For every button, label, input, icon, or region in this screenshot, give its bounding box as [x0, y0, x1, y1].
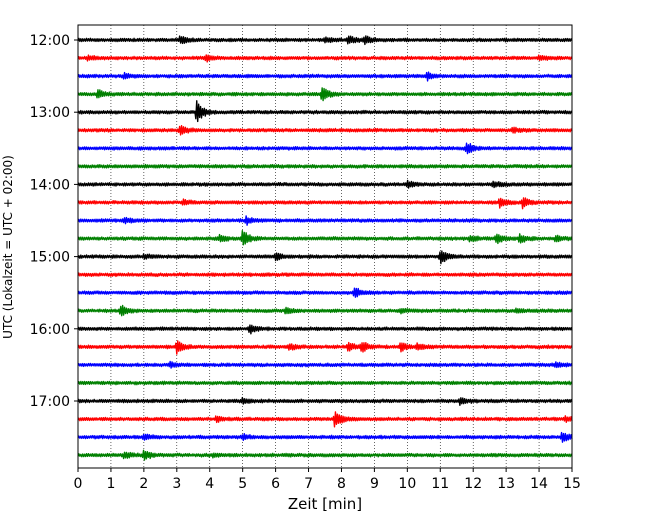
x-tick-label: 6	[271, 476, 280, 492]
trace-line	[77, 340, 573, 355]
trace-line	[77, 100, 573, 123]
x-tick-label: 8	[337, 476, 346, 492]
trace-line	[77, 360, 573, 369]
trace-line	[77, 431, 573, 443]
trace-line	[77, 449, 573, 461]
x-tick-label: 10	[398, 476, 416, 492]
y-tick-label: 13:00	[30, 105, 70, 121]
trace-line	[77, 324, 573, 335]
x-tick-label: 2	[139, 476, 148, 492]
y-tick-label: 12:00	[30, 33, 70, 49]
x-axis-label: Zeit [min]	[288, 495, 362, 513]
x-tick-label: 14	[530, 476, 548, 492]
trace-line	[77, 54, 573, 63]
trace-line	[77, 124, 573, 136]
y-tick-label: 17:00	[30, 394, 70, 410]
trace-line	[77, 163, 573, 169]
x-tick-label: 0	[74, 476, 83, 492]
x-tick-label: 1	[106, 476, 115, 492]
y-tick-label: 16:00	[30, 322, 70, 338]
x-tick-label: 5	[238, 476, 247, 492]
trace-line	[77, 411, 573, 428]
y-tick-label: 15:00	[30, 250, 70, 266]
trace-line	[77, 229, 573, 246]
trace-line	[77, 215, 573, 226]
trace-line	[77, 304, 573, 317]
x-tick-label: 13	[497, 476, 515, 492]
trace-line	[77, 35, 573, 46]
trace-line	[77, 250, 573, 265]
trace-line	[77, 396, 573, 406]
trace-line	[77, 87, 573, 102]
trace-line	[77, 142, 573, 155]
trace-line	[77, 272, 573, 278]
x-tick-label: 12	[464, 476, 482, 492]
trace-line	[77, 197, 573, 210]
x-tick-label: 3	[172, 476, 181, 492]
trace-line	[77, 380, 573, 386]
plot-frame	[77, 24, 573, 469]
grid-lines	[110, 25, 540, 468]
trace-line	[77, 179, 573, 189]
y-axis-label: UTC (Lokalzeit = UTC + 02:00)	[1, 155, 15, 339]
y-tick-label: 14:00	[30, 177, 70, 193]
x-tick-label: 4	[205, 476, 214, 492]
y-axis-ticks: 12:00 13:00 14:00 15:00 16:00 17:00	[30, 33, 78, 410]
x-tick-label: 15	[563, 476, 581, 492]
x-tick-label: 7	[304, 476, 313, 492]
trace-line	[77, 287, 573, 298]
x-axis-ticks: 0 1 2 3 4 5 6 7 8 9 10 11 12 13 14 15	[74, 468, 581, 492]
x-tick-label: 9	[370, 476, 379, 492]
x-tick-label: 11	[431, 476, 449, 492]
seismic-traces	[77, 35, 573, 461]
trace-line	[77, 71, 573, 82]
